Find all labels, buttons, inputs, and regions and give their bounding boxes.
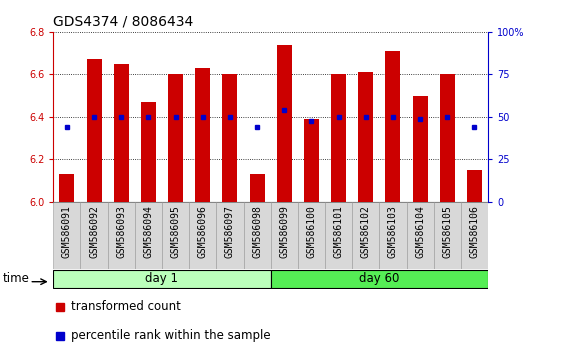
Text: GSM586092: GSM586092	[89, 205, 99, 258]
Text: day 1: day 1	[145, 272, 178, 285]
Bar	[270, 270, 488, 287]
Bar	[80, 202, 108, 269]
Bar	[162, 202, 189, 269]
Bar	[277, 45, 292, 202]
Text: GSM586096: GSM586096	[197, 205, 208, 258]
Bar	[358, 72, 373, 202]
Bar	[59, 174, 75, 202]
Bar	[250, 174, 265, 202]
Bar	[189, 202, 217, 269]
Bar	[298, 202, 325, 269]
Bar	[461, 202, 488, 269]
Bar	[304, 119, 319, 202]
Text: GSM586105: GSM586105	[442, 205, 452, 258]
Text: GSM586102: GSM586102	[361, 205, 371, 258]
Text: GSM586106: GSM586106	[470, 205, 480, 258]
Bar	[385, 51, 401, 202]
Text: transformed count: transformed count	[71, 300, 181, 313]
Bar	[53, 202, 80, 269]
Bar	[86, 59, 102, 202]
Text: GSM586094: GSM586094	[144, 205, 153, 258]
Bar	[325, 202, 352, 269]
Text: day 60: day 60	[359, 272, 399, 285]
Bar	[434, 202, 461, 269]
Bar	[217, 202, 243, 269]
Bar	[331, 74, 346, 202]
Bar	[270, 202, 298, 269]
Bar	[141, 102, 156, 202]
Bar	[108, 202, 135, 269]
Text: GSM586098: GSM586098	[252, 205, 262, 258]
Bar	[467, 170, 482, 202]
Bar	[352, 202, 379, 269]
Text: time: time	[3, 272, 30, 285]
Text: GDS4374 / 8086434: GDS4374 / 8086434	[53, 14, 194, 28]
Text: GSM586097: GSM586097	[225, 205, 235, 258]
Bar	[114, 64, 128, 202]
Bar	[440, 74, 455, 202]
Text: GSM586099: GSM586099	[279, 205, 289, 258]
Text: GSM586103: GSM586103	[388, 205, 398, 258]
Bar	[223, 74, 237, 202]
Bar	[195, 68, 210, 202]
Text: GSM586104: GSM586104	[415, 205, 425, 258]
Bar	[168, 74, 183, 202]
Text: GSM586101: GSM586101	[334, 205, 344, 258]
Bar	[379, 202, 407, 269]
Text: GSM586091: GSM586091	[62, 205, 72, 258]
Text: GSM586095: GSM586095	[171, 205, 181, 258]
Bar	[135, 202, 162, 269]
Text: GSM586100: GSM586100	[306, 205, 316, 258]
Text: percentile rank within the sample: percentile rank within the sample	[71, 329, 270, 342]
Bar	[413, 96, 427, 202]
Bar	[53, 270, 270, 287]
Bar	[407, 202, 434, 269]
Text: GSM586093: GSM586093	[116, 205, 126, 258]
Bar	[243, 202, 270, 269]
